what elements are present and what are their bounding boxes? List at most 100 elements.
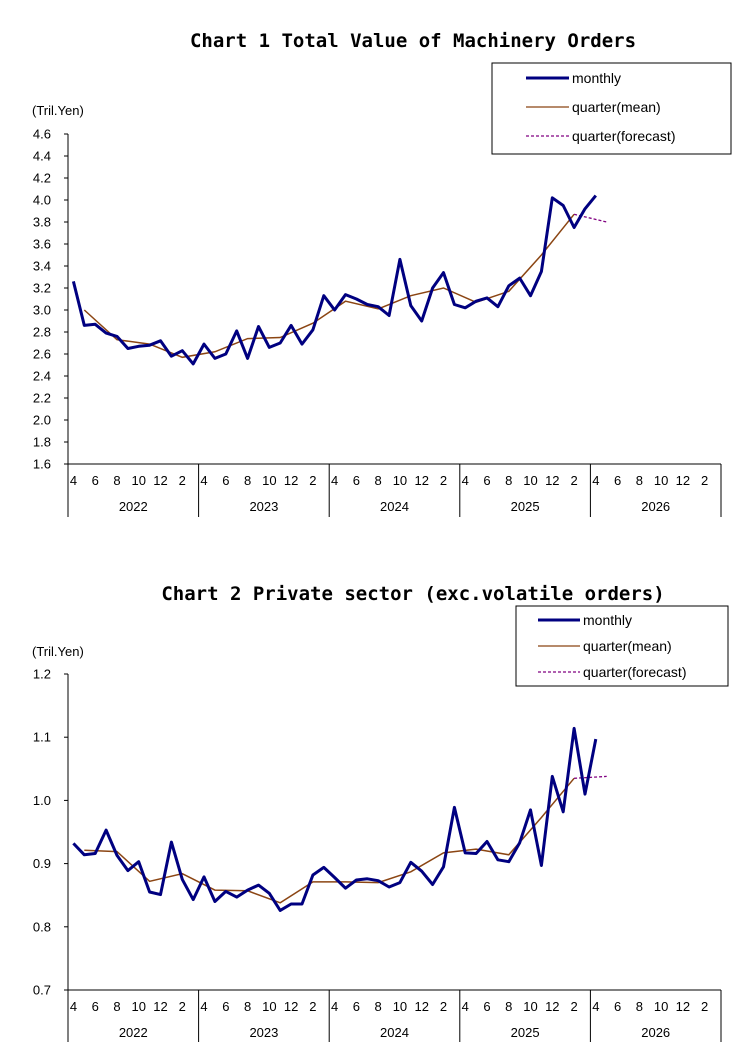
chart-2-month-label: 6: [614, 999, 621, 1014]
chart-1-month-label: 6: [353, 473, 360, 488]
chart-1-month-label: 12: [545, 473, 559, 488]
chart-1-year-label: 2022: [119, 499, 148, 514]
chart-1-y-tick-label: 2.4: [33, 369, 51, 384]
chart-2-y-tick-label: 0.7: [33, 983, 51, 998]
chart-1-y-tick-label: 2.8: [33, 325, 51, 340]
chart-1-month-label: 4: [70, 473, 77, 488]
chart-1-month-label: 10: [523, 473, 537, 488]
chart-2-month-label: 6: [353, 999, 360, 1014]
chart-1-month-label: 4: [592, 473, 599, 488]
chart-1-month-label: 8: [244, 473, 251, 488]
chart-2-month-label: 4: [331, 999, 338, 1014]
chart-2-series-monthly: [72, 726, 598, 912]
chart-2-legend-forecast-label: quarter(forecast): [583, 664, 686, 680]
chart-1-month-label: 2: [309, 473, 316, 488]
chart-1-y-tick-label: 2.2: [33, 391, 51, 406]
chart-1-month-label: 4: [462, 473, 469, 488]
chart-2-month-label: 2: [701, 999, 708, 1014]
chart-2-month-label: 10: [654, 999, 668, 1014]
chart-1-y-tick-label: 2.0: [33, 413, 51, 428]
chart-1-month-label: 6: [614, 473, 621, 488]
chart-2-month-label: 12: [284, 999, 298, 1014]
chart-2-month-label: 6: [483, 999, 490, 1014]
chart-1-month-label: 2: [570, 473, 577, 488]
chart-1-month-label: 12: [414, 473, 428, 488]
chart-2-month-label: 12: [676, 999, 690, 1014]
chart-2-month-label: 12: [545, 999, 559, 1014]
chart-2-month-label: 10: [262, 999, 276, 1014]
chart-1-month-label: 2: [179, 473, 186, 488]
chart-1-month-label: 8: [636, 473, 643, 488]
chart-1-month-label: 10: [262, 473, 276, 488]
chart-1-month-label: 10: [393, 473, 407, 488]
chart-2-x-axis: 4 6 8 10 12 2 4 6 8 10 12 2 4 6 8 10 12 2 4 6 8 10 12 2 4 6 8 10 12 2…: [67, 989, 722, 1042]
chart-2-y-axis: 0.7 0.8 0.9 1.0 1.1 1.2: [33, 667, 69, 1042]
chart-2-year-label: 2026: [641, 1025, 670, 1040]
chart-2-month-label: 6: [92, 999, 99, 1014]
chart-2-month-label: 4: [70, 999, 77, 1014]
chart-1-year-label: 2024: [380, 499, 409, 514]
chart-2-y-tick-label: 1.2: [33, 667, 51, 682]
chart-1-y-tick-label: 3.6: [33, 237, 51, 252]
chart-2-month-label: 2: [309, 999, 316, 1014]
chart-2-month-label: 8: [505, 999, 512, 1014]
chart-1-month-label: 6: [483, 473, 490, 488]
chart-2-month-label: 4: [200, 999, 207, 1014]
chart-1-month-label: 4: [200, 473, 207, 488]
chart-2-month-label: 4: [462, 999, 469, 1014]
chart-2-legend-monthly-label: monthly: [583, 612, 632, 628]
chart-2: Chart 2 Private sector (exc.volatile ord…: [32, 583, 729, 1042]
chart-2-month-label: 10: [393, 999, 407, 1014]
chart-1-y-tick-label: 3.4: [33, 259, 51, 274]
chart-1-y-tick-label: 1.8: [33, 435, 51, 450]
chart-1-title: Chart 1 Total Value of Machinery Orders: [190, 30, 636, 52]
chart-2-month-label: 8: [113, 999, 120, 1014]
chart-2-title: Chart 2 Private sector (exc.volatile ord…: [161, 583, 664, 605]
chart-2-month-label: 2: [570, 999, 577, 1014]
chart-1-legend-monthly-label: monthly: [572, 70, 621, 86]
chart-2-month-label: 4: [592, 999, 599, 1014]
chart-2-y-tick-label: 0.9: [33, 856, 51, 871]
chart-2-month-label: 12: [153, 999, 167, 1014]
chart-1-series-quarter-mean: [83, 213, 575, 359]
chart-1-month-label: 12: [676, 473, 690, 488]
chart-1-series-monthly: [71, 194, 597, 366]
chart-2-legend: monthly quarter(mean) quarter(forecast): [515, 605, 729, 687]
chart-1-y-tick-label: 4.4: [33, 149, 51, 164]
chart-2-year-label: 2024: [380, 1025, 409, 1040]
chart-1-unit-label: (Tril.Yen): [32, 103, 84, 118]
chart-1-month-label: 8: [505, 473, 512, 488]
chart-1-legend-mean-label: quarter(mean): [572, 99, 661, 115]
chart-1-month-label: 2: [701, 473, 708, 488]
chart-1-y-axis: 1.6 1.8 2.0 2.2 2.4 2.6 2.8 3.0 3.2 3.4 3.6 3.8 4.0 4…: [33, 127, 69, 517]
chart-1-y-tick-label: 4.0: [33, 193, 51, 208]
chart-1-month-label: 4: [331, 473, 338, 488]
chart-2-series-quarter-mean: [84, 777, 575, 904]
chart-2-year-label: 2023: [249, 1025, 278, 1040]
chart-2-month-label: 2: [440, 999, 447, 1014]
chart-1-legend: monthly quarter(mean) quarter(forecast): [491, 62, 732, 155]
chart-2-series: [72, 726, 607, 912]
chart-1-month-label: 10: [654, 473, 668, 488]
chart-2-y-tick-label: 1.1: [33, 730, 51, 745]
chart-2-year-label: 2022: [119, 1025, 148, 1040]
chart-1-y-tick-label: 4.6: [33, 127, 51, 142]
chart-2-month-label: 6: [222, 999, 229, 1014]
chart-1-x-axis: 4 6 8 10 12 2 4 6 8 10 12 2 4 6 8 10 12 2 4 6 8 10 12 2 4 6 8 10 12 2…: [67, 463, 722, 517]
chart-2-month-label: 2: [179, 999, 186, 1014]
chart-1-month-label: 6: [92, 473, 99, 488]
chart-2-y-tick-label: 0.8: [33, 919, 51, 934]
chart-2-month-label: 8: [636, 999, 643, 1014]
chart-1-y-tick-label: 3.8: [33, 215, 51, 230]
chart-2-month-label: 12: [414, 999, 428, 1014]
chart-1-month-label: 12: [153, 473, 167, 488]
chart-1: Chart 1 Total Value of Machinery Orders …: [32, 30, 732, 517]
chart-2-month-label: 8: [375, 999, 382, 1014]
chart-2-y-tick-label: 1.0: [33, 793, 51, 808]
chart-1-legend-forecast-label: quarter(forecast): [572, 128, 675, 144]
chart-1-y-tick-label: 1.6: [33, 457, 51, 472]
chart-1-year-label: 2026: [641, 499, 670, 514]
chart-1-y-tick-label: 3.0: [33, 303, 51, 318]
chart-2-month-label: 8: [244, 999, 251, 1014]
